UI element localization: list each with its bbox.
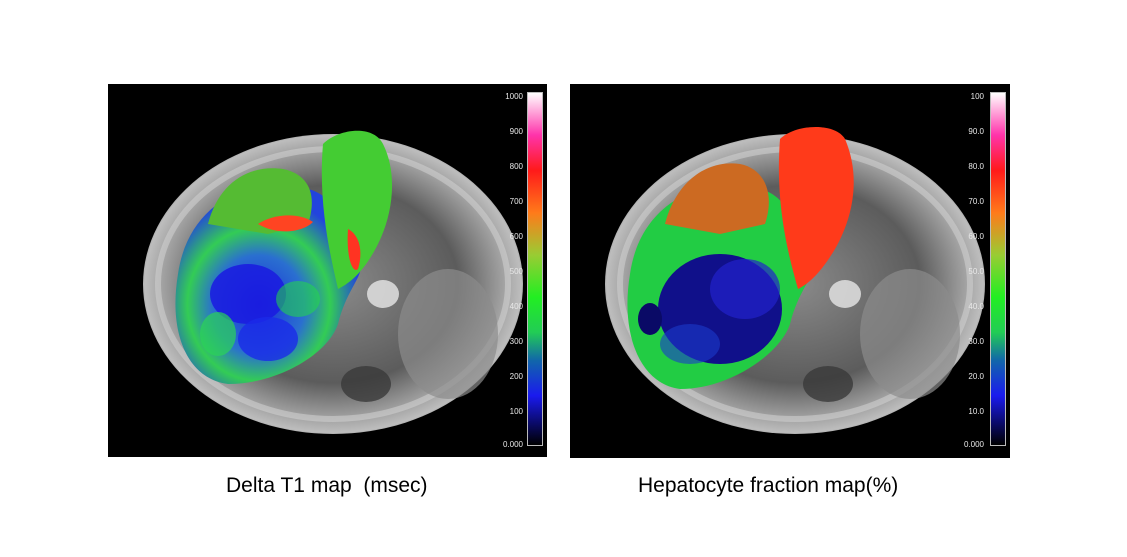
mri-scan-delta-t1 [143, 130, 523, 434]
colorbar-label: 60.0 [968, 232, 984, 241]
mri-scan-hepatocyte-fraction [605, 126, 985, 434]
colorbar-label: 900 [509, 127, 523, 136]
colorbar-label: 300 [509, 337, 523, 346]
delta-t1-caption: Delta T1 map (msec) [226, 474, 428, 497]
hepatocyte-fraction-map-image: 100 90.0 80.0 70.0 60.0 50.0 40.0 30.0 2… [570, 84, 1010, 458]
hepatocyte-fraction-caption: Hepatocyte fraction map(%) [638, 474, 899, 497]
colorbar-label: 200 [509, 372, 523, 381]
colorbar-label: 80.0 [968, 162, 984, 171]
colorbar-label: 600 [509, 232, 523, 241]
colorbar-label: 0.000 [963, 440, 984, 449]
colorbar-label: 70.0 [968, 197, 984, 206]
colorbar-label: 1000 [505, 92, 523, 101]
colorbar-label: 100 [509, 407, 523, 416]
colorbar-label: 0.000 [502, 440, 523, 449]
colorbar-label: 500 [509, 267, 523, 276]
colorbar-label: 40.0 [968, 302, 984, 311]
delta-t1-colorbar: 1000 900 800 700 600 500 400 300 200 100… [493, 90, 545, 452]
colorbar-label: 30.0 [968, 337, 984, 346]
colorbar-label: 50.0 [968, 267, 984, 276]
colorbar-label: 20.0 [968, 372, 984, 381]
hepatocyte-fraction-colorbar: 100 90.0 80.0 70.0 60.0 50.0 40.0 30.0 2… [952, 90, 1008, 452]
colorbar-gradient [527, 92, 543, 446]
delta-t1-map-image: 1000 900 800 700 600 500 400 300 200 100… [108, 84, 547, 457]
colorbar-label: 800 [509, 162, 523, 171]
colorbar-label: 90.0 [968, 127, 984, 136]
colorbar-label: 700 [509, 197, 523, 206]
colorbar-label: 400 [509, 302, 523, 311]
colorbar-label: 10.0 [968, 407, 984, 416]
colorbar-label: 100 [970, 92, 984, 101]
colorbar-gradient [990, 92, 1006, 446]
